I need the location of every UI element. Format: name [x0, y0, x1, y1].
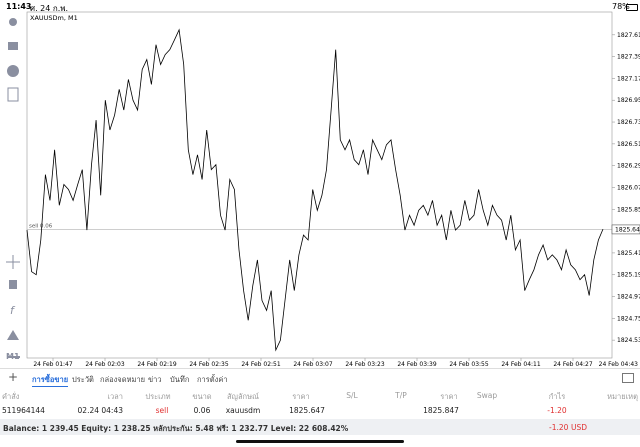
tab[interactable]: ประวัติ [72, 375, 94, 384]
x-tick-label: 24 Feb 04:43 [599, 361, 639, 368]
x-tick-label: 24 Feb 03:23 [345, 361, 385, 368]
order-label: sell 0.06 [29, 223, 53, 229]
column-header: S/L [346, 391, 358, 400]
x-tick-label: 24 Feb 02:51 [241, 361, 281, 368]
y-tick-label: 1825.850 [617, 206, 640, 213]
price-line [26, 28, 604, 352]
y-tick-label: 1827.610 [617, 32, 640, 39]
y-tick-label: 1825.410 [617, 250, 640, 257]
battery: 78% [612, 2, 630, 11]
cell-time: 02.24 04:43 [77, 406, 123, 415]
x-tick-label: 24 Feb 03:55 [449, 361, 489, 368]
left-toolbar: f [6, 18, 20, 358]
cell-order: 511964144 [2, 406, 45, 415]
y-tick-label: 1826.290 [617, 163, 640, 170]
tab[interactable]: ข่าว [148, 375, 162, 384]
cell-current-price: 1825.847 [423, 406, 459, 415]
icon-crosshair[interactable] [6, 255, 20, 269]
column-header: หมายเหตุ [607, 392, 638, 401]
divider [0, 368, 640, 369]
y-tick-label: 1825.190 [617, 272, 640, 279]
x-tick-label: 24 Feb 01:47 [33, 361, 73, 368]
tab[interactable]: การซื้อขาย [32, 374, 69, 387]
price-label: 1825.647 [615, 226, 640, 233]
x-tick-label: 24 Feb 04:27 [553, 361, 593, 368]
add-button[interactable]: + [8, 370, 19, 384]
y-tick-label: 1827.390 [617, 54, 640, 61]
icon-indicator[interactable]: f [10, 304, 16, 317]
column-header: สัญลักษณ์ [226, 392, 259, 401]
y-tick-label: 1826.510 [617, 141, 640, 148]
currency: USD [571, 423, 588, 432]
total-profit: -1.20 [549, 423, 569, 432]
home-indicator [236, 440, 404, 443]
column-header: เวลา [107, 392, 123, 401]
y-tick-label: 1826.950 [617, 97, 640, 104]
layout-button[interactable] [622, 373, 634, 383]
column-header: T/P [395, 391, 407, 400]
y-tick-label: 1827.170 [617, 75, 640, 82]
date: ศ. 24 ก.พ. [30, 4, 69, 13]
battery-icon [626, 4, 638, 11]
icon-sep [8, 356, 20, 358]
x-tick-label: 24 Feb 03:07 [293, 361, 333, 368]
x-tick-label: 24 Feb 04:11 [501, 361, 541, 368]
column-header: ราคา [440, 392, 458, 401]
x-tick-label: 24 Feb 02:35 [189, 361, 229, 368]
icon-account[interactable] [9, 18, 17, 26]
y-tick-label: 1826.730 [617, 119, 640, 126]
icon-trade[interactable] [8, 42, 18, 50]
x-tick-label: 24 Feb 03:39 [397, 361, 437, 368]
y-tick-label: 1824.750 [617, 315, 640, 322]
x-tick-label: 24 Feb 02:19 [137, 361, 177, 368]
icon-new[interactable] [7, 87, 19, 102]
column-header: Swap [476, 391, 498, 400]
column-header: กำไร [548, 392, 566, 401]
column-header: ราคา [292, 392, 310, 401]
column-header: ขนาด [192, 392, 212, 401]
balance-bar [0, 419, 640, 435]
column-header: ประเภท [145, 392, 171, 401]
clock: 11:43 [6, 2, 32, 11]
balance-text: Balance: 1 239.45 Equity: 1 238.25 หลักป… [3, 424, 349, 433]
symbol-label: XAUUSDm, M1 [30, 14, 78, 22]
icon-candle[interactable] [9, 280, 17, 289]
timeframe-button[interactable]: M1 [6, 352, 20, 361]
y-tick-label: 1826.070 [617, 184, 640, 191]
plot-frame [26, 11, 613, 359]
tab[interactable]: บันทึก [170, 375, 190, 384]
cell-volume: 0.06 [193, 406, 211, 415]
cell-type: sell [155, 406, 169, 415]
cell-price: 1825.647 [289, 406, 325, 415]
chart-area: f M1 XAUUSDm, M1 1827.610 1827.390 1827.17… [6, 11, 640, 368]
cell-profit: -1.20 [547, 406, 567, 415]
icon-objects[interactable] [7, 330, 19, 340]
column-header: คำสั่ง [2, 392, 20, 401]
cell-symbol: xauusdm [225, 406, 261, 415]
y-tick-label: 1824.530 [617, 337, 640, 344]
y-tick-label: 1824.970 [617, 294, 640, 301]
price-box [611, 224, 640, 235]
icon-chat[interactable] [7, 65, 19, 77]
tab[interactable]: การตั้งค่า [197, 375, 228, 384]
tab[interactable]: กล่องจดหมาย [100, 375, 146, 384]
x-tick-label: 24 Feb 02:03 [85, 361, 125, 368]
